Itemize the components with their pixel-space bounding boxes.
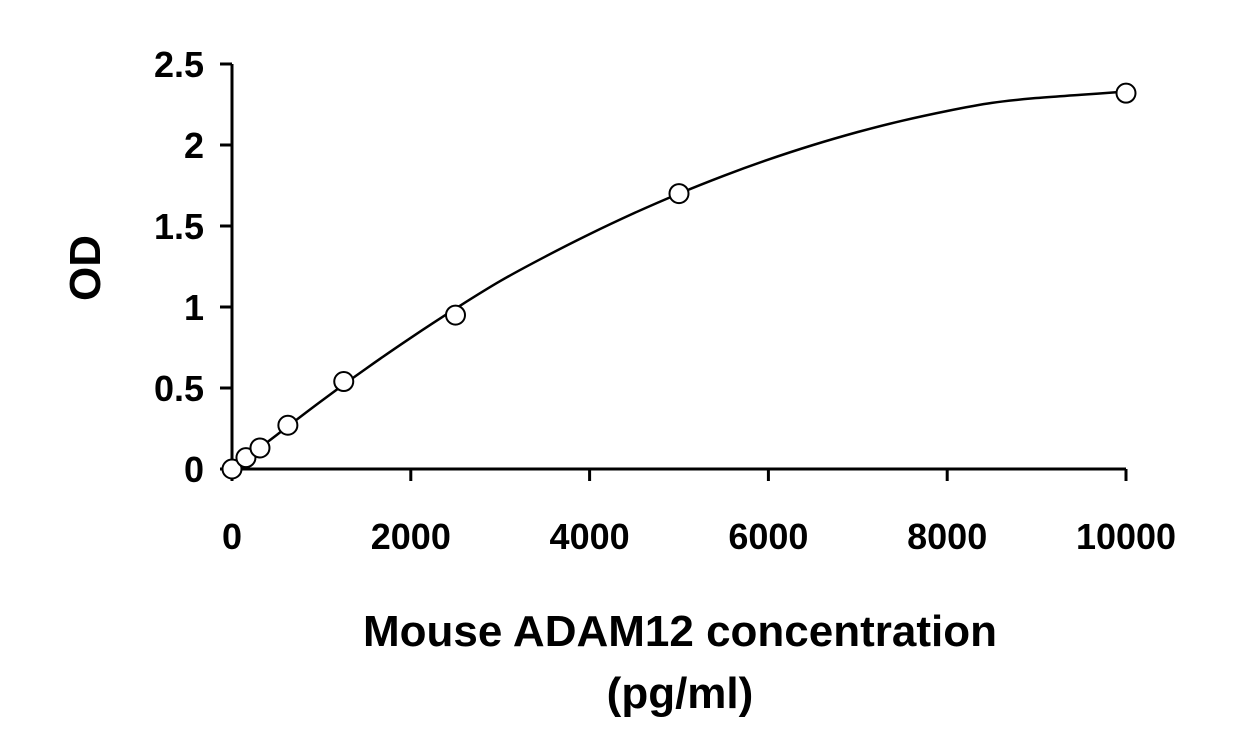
x-tick-label: 4000 bbox=[550, 516, 630, 557]
data-point-marker bbox=[235, 447, 257, 469]
y-tick-labels: 0 0.5 1 1.5 2 2.5 bbox=[154, 44, 204, 490]
x-tick-label: 0 bbox=[222, 516, 242, 557]
data-point-marker bbox=[277, 414, 299, 436]
x-tick-label: 6000 bbox=[728, 516, 808, 557]
y-tick-label: 0 bbox=[184, 449, 204, 490]
axes bbox=[220, 62, 1128, 481]
fit-curve-line bbox=[231, 90, 1127, 470]
fit-curve-group bbox=[231, 90, 1127, 470]
x-tick-label: 8000 bbox=[907, 516, 987, 557]
data-points bbox=[221, 82, 1137, 480]
data-point-marker bbox=[668, 183, 690, 205]
data-point-marker bbox=[249, 437, 271, 459]
x-tick-labels: 0 2000 4000 6000 8000 10000 bbox=[222, 516, 1176, 557]
y-tick-label: 2.5 bbox=[154, 44, 204, 85]
data-point-marker bbox=[1115, 82, 1137, 104]
x-tick-label: 2000 bbox=[371, 516, 451, 557]
x-axis-title-line-1: Mouse ADAM12 concentration bbox=[363, 607, 997, 656]
data-point-marker bbox=[221, 458, 243, 480]
x-axis-title-line-2: (pg/ml) bbox=[607, 669, 754, 718]
data-point-marker bbox=[445, 304, 466, 326]
y-axis-title: OD bbox=[61, 235, 110, 301]
x-tick-label: 10000 bbox=[1076, 516, 1176, 557]
y-tick-label: 1 bbox=[184, 287, 204, 328]
y-tick-label: 2 bbox=[184, 125, 204, 166]
y-tick-label: 0.5 bbox=[154, 368, 204, 409]
y-tick-label: 1.5 bbox=[154, 206, 204, 247]
data-point-marker bbox=[333, 371, 355, 393]
